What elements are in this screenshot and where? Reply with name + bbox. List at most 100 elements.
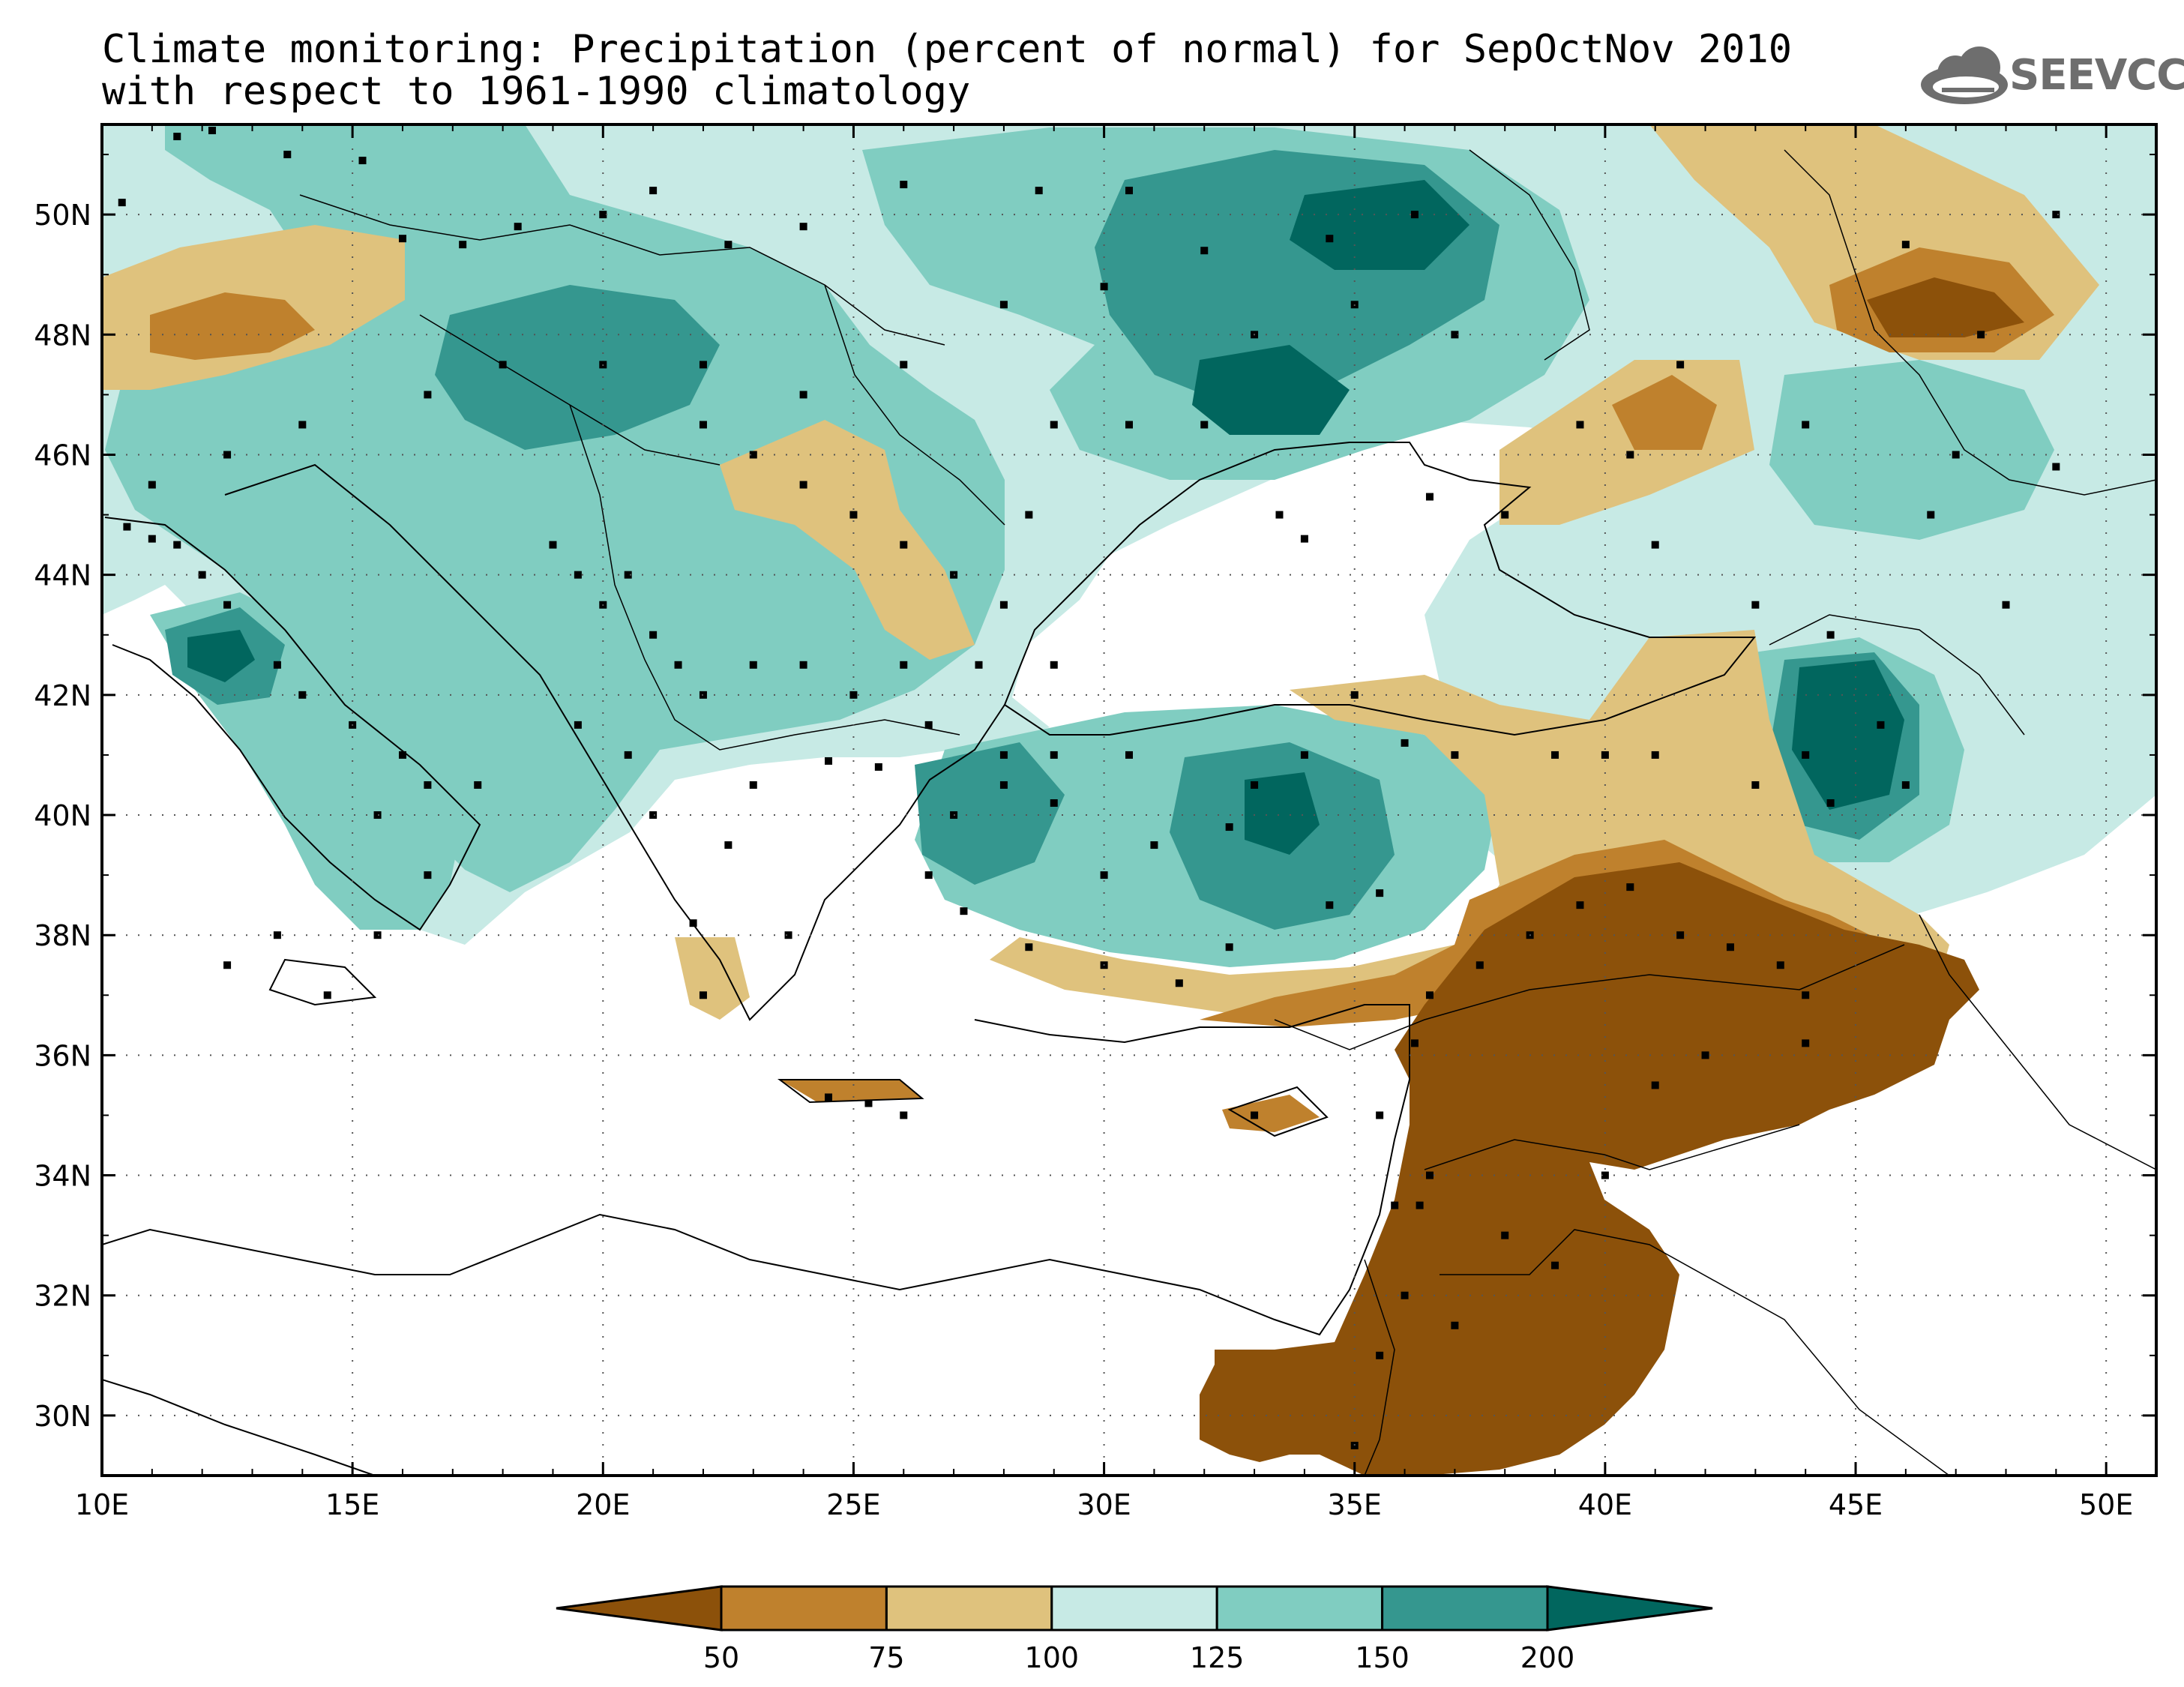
station-marker bbox=[1050, 661, 1058, 669]
station-marker bbox=[874, 763, 882, 771]
station-marker bbox=[1200, 247, 1209, 255]
station-marker bbox=[223, 961, 232, 969]
colorbar-segment bbox=[1215, 1585, 1384, 1632]
colorbar-segment bbox=[1546, 1585, 1713, 1632]
station-marker bbox=[398, 235, 406, 243]
station-marker bbox=[1877, 721, 1885, 729]
colorbar-label: 100 bbox=[1025, 1641, 1080, 1674]
cloud-icon bbox=[1921, 46, 2008, 104]
station-marker bbox=[1401, 1291, 1409, 1299]
station-marker bbox=[1751, 601, 1760, 609]
station-marker bbox=[799, 223, 807, 231]
station-marker bbox=[223, 601, 232, 609]
lat-tick-label: 50N bbox=[34, 199, 91, 232]
station-marker bbox=[1300, 535, 1308, 543]
station-marker bbox=[1125, 421, 1133, 429]
station-marker bbox=[1475, 961, 1484, 969]
station-marker bbox=[1776, 961, 1784, 969]
colorbar-segment bbox=[720, 1585, 888, 1632]
map-title-line2: with respect to 1961-1990 climatology bbox=[102, 69, 971, 114]
station-marker bbox=[900, 1111, 908, 1119]
station-marker bbox=[624, 571, 632, 579]
station-marker bbox=[208, 127, 217, 135]
station-marker bbox=[1551, 751, 1559, 759]
region-brown-russia-mid bbox=[1612, 375, 1717, 450]
station-marker bbox=[1751, 781, 1760, 789]
colorbar-segment bbox=[1381, 1585, 1549, 1632]
station-marker bbox=[148, 481, 156, 489]
station-marker bbox=[424, 871, 432, 879]
station-marker bbox=[1802, 1039, 1810, 1047]
station-marker bbox=[1802, 421, 1810, 429]
borders bbox=[299, 149, 2156, 1476]
region-darkest-1 bbox=[1290, 180, 1469, 270]
station-marker bbox=[689, 919, 697, 927]
lon-tick-label: 20E bbox=[576, 1488, 630, 1521]
station-marker bbox=[2002, 601, 2010, 609]
region-darkest-2 bbox=[1192, 345, 1350, 435]
station-marker bbox=[1125, 751, 1133, 759]
station-marker bbox=[358, 157, 367, 165]
lon-tick-label: 15E bbox=[325, 1488, 379, 1521]
station-marker bbox=[173, 541, 181, 549]
station-marker bbox=[1651, 541, 1659, 549]
station-marker bbox=[1826, 799, 1835, 808]
lat-tick-label: 46N bbox=[34, 439, 91, 472]
region-brown-cyprus bbox=[1222, 1095, 1320, 1132]
coastlines bbox=[102, 442, 1757, 1476]
station-marker bbox=[1601, 751, 1609, 759]
station-marker bbox=[1300, 751, 1308, 759]
station-marker bbox=[825, 1093, 833, 1101]
station-marker bbox=[724, 241, 732, 249]
station-marker bbox=[273, 931, 281, 939]
station-marker bbox=[975, 661, 983, 669]
station-marker bbox=[1626, 451, 1634, 459]
station-marker bbox=[1501, 1231, 1509, 1239]
station-marker bbox=[273, 661, 281, 669]
station-marker bbox=[1977, 331, 1985, 339]
map-axes: 10E 15E 20E 25E 30E 35E 40E 45E 50E 30N 32N 34N 36N 3… bbox=[34, 124, 2157, 1521]
colorbar-segment bbox=[1050, 1585, 1218, 1632]
precip-field bbox=[102, 124, 2156, 1476]
station-marker bbox=[549, 541, 557, 549]
station-marker bbox=[424, 781, 432, 789]
region-tan-romania bbox=[720, 420, 975, 660]
station-marker bbox=[749, 661, 757, 669]
station-marker bbox=[1200, 421, 1209, 429]
station-marker bbox=[1901, 241, 1910, 249]
station-marker bbox=[1451, 751, 1459, 759]
station-marker bbox=[298, 691, 307, 699]
lon-tick-label: 30E bbox=[1077, 1488, 1131, 1521]
lon-tick-label: 50E bbox=[2079, 1488, 2133, 1521]
region-darkest-5 bbox=[187, 630, 255, 682]
station-marker bbox=[123, 523, 131, 531]
colorbar-segment bbox=[556, 1585, 723, 1632]
station-marker bbox=[1802, 991, 1810, 999]
station-marker bbox=[1050, 421, 1058, 429]
station-marker bbox=[1251, 1111, 1259, 1119]
station-marker bbox=[749, 451, 757, 459]
station-marker bbox=[373, 811, 382, 820]
station-marker bbox=[148, 535, 156, 543]
station-marker bbox=[999, 301, 1008, 309]
station-marker bbox=[373, 931, 382, 939]
station-marker bbox=[724, 841, 732, 849]
station-marker bbox=[1025, 511, 1033, 519]
station-marker bbox=[1225, 823, 1233, 832]
region-darkbrown-levant bbox=[1200, 862, 1979, 1476]
station-marker bbox=[1150, 841, 1158, 849]
station-marker bbox=[1701, 1051, 1709, 1059]
station-marker bbox=[1626, 883, 1634, 891]
station-marker bbox=[825, 757, 833, 765]
station-marker bbox=[1050, 799, 1058, 808]
lat-tick-label: 34N bbox=[34, 1160, 91, 1193]
station-marker bbox=[1425, 1171, 1434, 1179]
region-brown-crete bbox=[780, 1080, 922, 1102]
station-marker bbox=[699, 361, 707, 369]
region-russia-green bbox=[1769, 360, 2054, 540]
colorbar: 50 75 100 125 150 200 bbox=[556, 1585, 1713, 1674]
region-darkest-4 bbox=[1245, 772, 1320, 855]
station-marker bbox=[1952, 451, 1960, 459]
station-marker bbox=[1676, 931, 1685, 939]
